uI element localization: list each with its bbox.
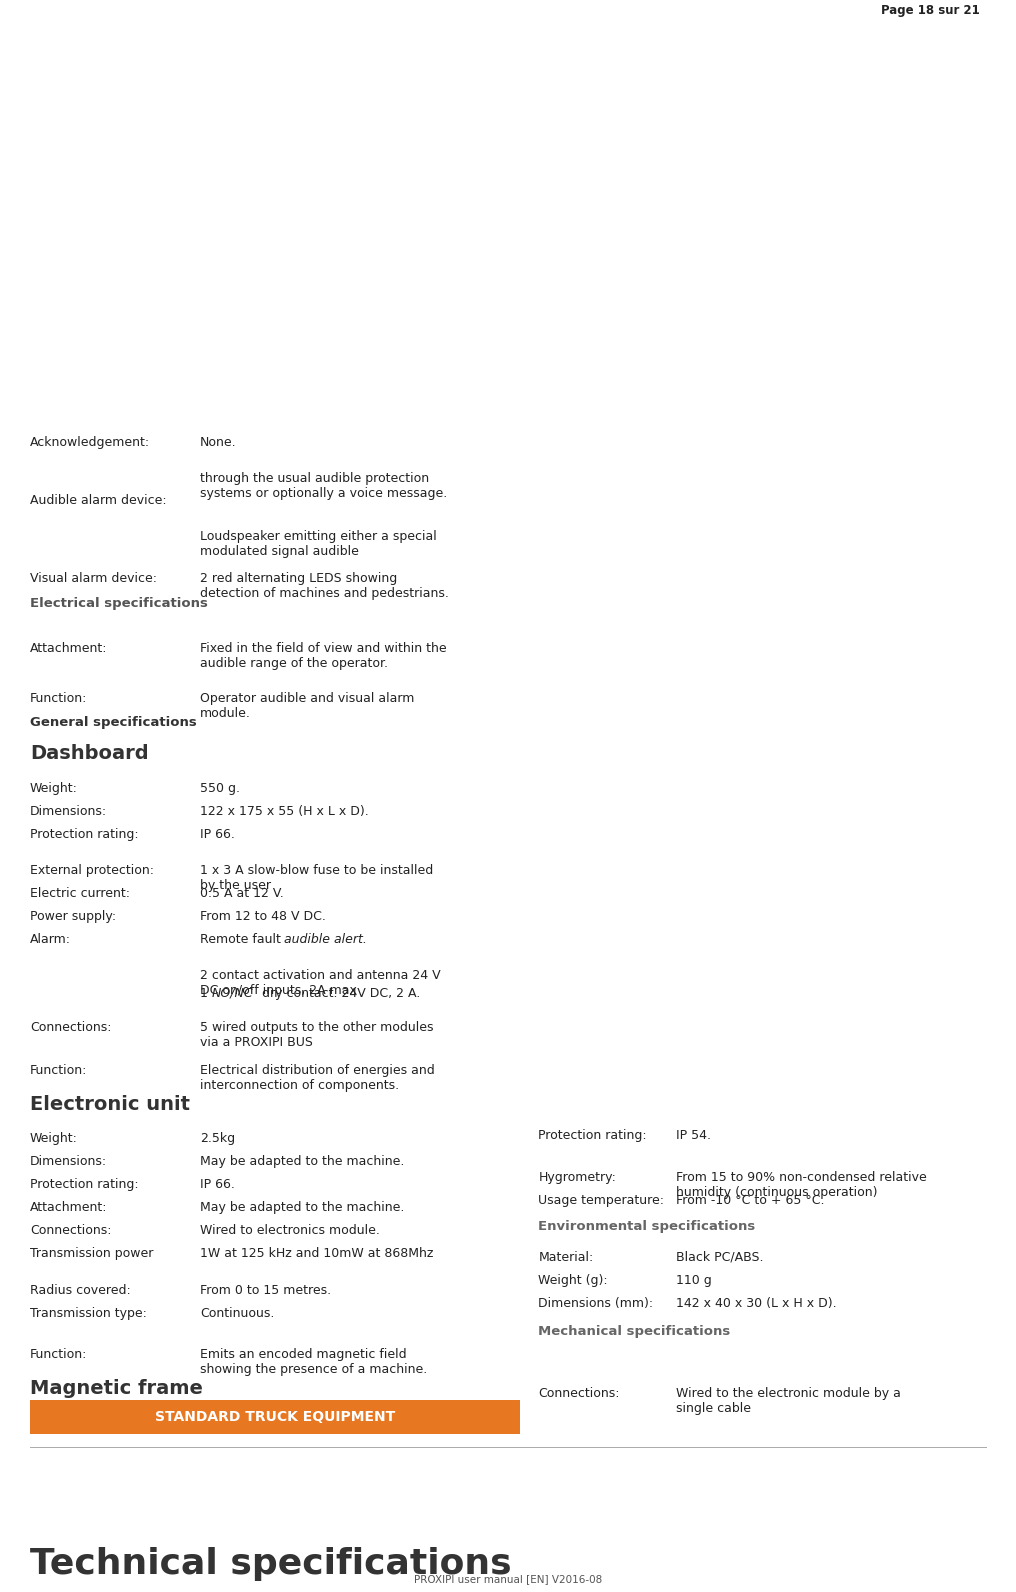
- Text: Protection rating:: Protection rating:: [538, 1129, 647, 1141]
- Text: Wired to the electronic module by a
single cable: Wired to the electronic module by a sing…: [676, 1387, 900, 1415]
- Text: IP 54.: IP 54.: [676, 1129, 710, 1141]
- Text: Connections:: Connections:: [30, 1020, 112, 1033]
- Text: 1: 1: [200, 987, 212, 1000]
- Text: Dimensions:: Dimensions:: [30, 806, 107, 818]
- Text: 2 red alternating LEDS showing
detection of machines and pedestrians.: 2 red alternating LEDS showing detection…: [200, 572, 449, 600]
- Text: IP 66.: IP 66.: [200, 1178, 235, 1191]
- Text: Wired to electronics module.: Wired to electronics module.: [200, 1224, 380, 1237]
- Text: Electrical distribution of energies and
interconnection of components.: Electrical distribution of energies and …: [200, 1063, 435, 1092]
- Text: Function:: Function:: [30, 1063, 87, 1078]
- Text: From 15 to 90% non-condensed relative
humidity (continuous operation): From 15 to 90% non-condensed relative hu…: [676, 1172, 927, 1199]
- Text: Loudspeaker emitting either a special
modulated signal audible: Loudspeaker emitting either a special mo…: [200, 530, 437, 559]
- Text: 0.5 A at 12 V.: 0.5 A at 12 V.: [200, 887, 283, 899]
- Text: Protection rating:: Protection rating:: [30, 828, 138, 841]
- Text: Page 18 sur 21: Page 18 sur 21: [881, 5, 980, 18]
- Text: 1 x 3 A slow-blow fuse to be installed
by the user: 1 x 3 A slow-blow fuse to be installed b…: [200, 864, 433, 892]
- Text: Hygrometry:: Hygrometry:: [538, 1172, 617, 1184]
- Text: Material:: Material:: [538, 1251, 593, 1264]
- Text: Black PC/ABS.: Black PC/ABS.: [676, 1251, 763, 1264]
- Text: External protection:: External protection:: [30, 864, 154, 877]
- Text: Acknowledgement:: Acknowledgement:: [30, 436, 150, 449]
- Text: Dashboard: Dashboard: [30, 743, 148, 763]
- Text: Function:: Function:: [30, 693, 87, 705]
- Text: audible alert.: audible alert.: [284, 933, 367, 946]
- Text: Electronic unit: Electronic unit: [30, 1095, 190, 1114]
- Text: Transmission power: Transmission power: [30, 1247, 153, 1259]
- Text: Dimensions (mm):: Dimensions (mm):: [538, 1297, 653, 1310]
- Text: Magnetic frame: Magnetic frame: [30, 1379, 203, 1398]
- Text: NO/NC: NO/NC: [212, 987, 254, 1000]
- Text: Weight (g):: Weight (g):: [538, 1274, 609, 1286]
- Text: Audible alarm device:: Audible alarm device:: [30, 494, 167, 506]
- Text: Weight:: Weight:: [30, 782, 78, 794]
- Text: Operator audible and visual alarm
module.: Operator audible and visual alarm module…: [200, 693, 415, 720]
- Text: Attachment:: Attachment:: [30, 642, 108, 654]
- Text: 1W at 125 kHz and 10mW at 868Mhz: 1W at 125 kHz and 10mW at 868Mhz: [200, 1247, 434, 1259]
- Bar: [30, 1399, 520, 1434]
- Text: May be adapted to the machine.: May be adapted to the machine.: [200, 1200, 404, 1215]
- Text: Mechanical specifications: Mechanical specifications: [538, 1325, 731, 1337]
- Text: 550 g.: 550 g.: [200, 782, 240, 794]
- Text: 142 x 40 x 30 (L x H x D).: 142 x 40 x 30 (L x H x D).: [676, 1297, 836, 1310]
- Text: Connections:: Connections:: [30, 1224, 112, 1237]
- Text: Electrical specifications: Electrical specifications: [30, 597, 208, 610]
- Text: Usage temperature:: Usage temperature:: [538, 1194, 664, 1207]
- Text: Dimensions:: Dimensions:: [30, 1156, 107, 1169]
- Text: General specifications: General specifications: [30, 716, 197, 729]
- Text: Emits an encoded magnetic field
showing the presence of a machine.: Emits an encoded magnetic field showing …: [200, 1348, 428, 1375]
- Text: PROXIPI user manual [EN] V2016-08: PROXIPI user manual [EN] V2016-08: [414, 1574, 602, 1584]
- Text: Visual alarm device:: Visual alarm device:: [30, 572, 157, 584]
- Text: IP 66.: IP 66.: [200, 828, 235, 841]
- Text: Function:: Function:: [30, 1348, 87, 1361]
- Text: Radius covered:: Radius covered:: [30, 1285, 131, 1297]
- Text: Alarm:: Alarm:: [30, 933, 71, 946]
- Text: 2 contact activation and antenna 24 V
DC on/off inputs, 2A max: 2 contact activation and antenna 24 V DC…: [200, 970, 441, 997]
- Text: 110 g: 110 g: [676, 1274, 711, 1286]
- Text: Electric current:: Electric current:: [30, 887, 130, 899]
- Text: Transmission type:: Transmission type:: [30, 1307, 147, 1320]
- Text: Remote fault: Remote fault: [200, 933, 284, 946]
- Text: Fixed in the field of view and within the
audible range of the operator.: Fixed in the field of view and within th…: [200, 642, 447, 670]
- Text: Weight:: Weight:: [30, 1132, 78, 1145]
- Text: Technical specifications: Technical specifications: [30, 1547, 512, 1581]
- Text: Protection rating:: Protection rating:: [30, 1178, 138, 1191]
- Text: Attachment:: Attachment:: [30, 1200, 108, 1215]
- Text: Continuous.: Continuous.: [200, 1307, 274, 1320]
- Text: From 0 to 15 metres.: From 0 to 15 metres.: [200, 1285, 331, 1297]
- Text: 2.5kg: 2.5kg: [200, 1132, 235, 1145]
- Text: 122 x 175 x 55 (H x L x D).: 122 x 175 x 55 (H x L x D).: [200, 806, 369, 818]
- Text: Connections:: Connections:: [538, 1387, 620, 1399]
- Text: STANDARD TRUCK EQUIPMENT: STANDARD TRUCK EQUIPMENT: [154, 1411, 395, 1423]
- Text: Environmental specifications: Environmental specifications: [538, 1219, 756, 1232]
- Text: From 12 to 48 V DC.: From 12 to 48 V DC.: [200, 911, 326, 923]
- Text: 5 wired outputs to the other modules
via a PROXIPI BUS: 5 wired outputs to the other modules via…: [200, 1020, 434, 1049]
- Text: Power supply:: Power supply:: [30, 911, 116, 923]
- Text: May be adapted to the machine.: May be adapted to the machine.: [200, 1156, 404, 1169]
- Text: From -10 °C to + 65 °C.: From -10 °C to + 65 °C.: [676, 1194, 824, 1207]
- Text: through the usual audible protection
systems or optionally a voice message.: through the usual audible protection sys…: [200, 471, 447, 500]
- Text: None.: None.: [200, 436, 237, 449]
- Text: dry contact. 24V DC, 2 A.: dry contact. 24V DC, 2 A.: [258, 987, 421, 1000]
